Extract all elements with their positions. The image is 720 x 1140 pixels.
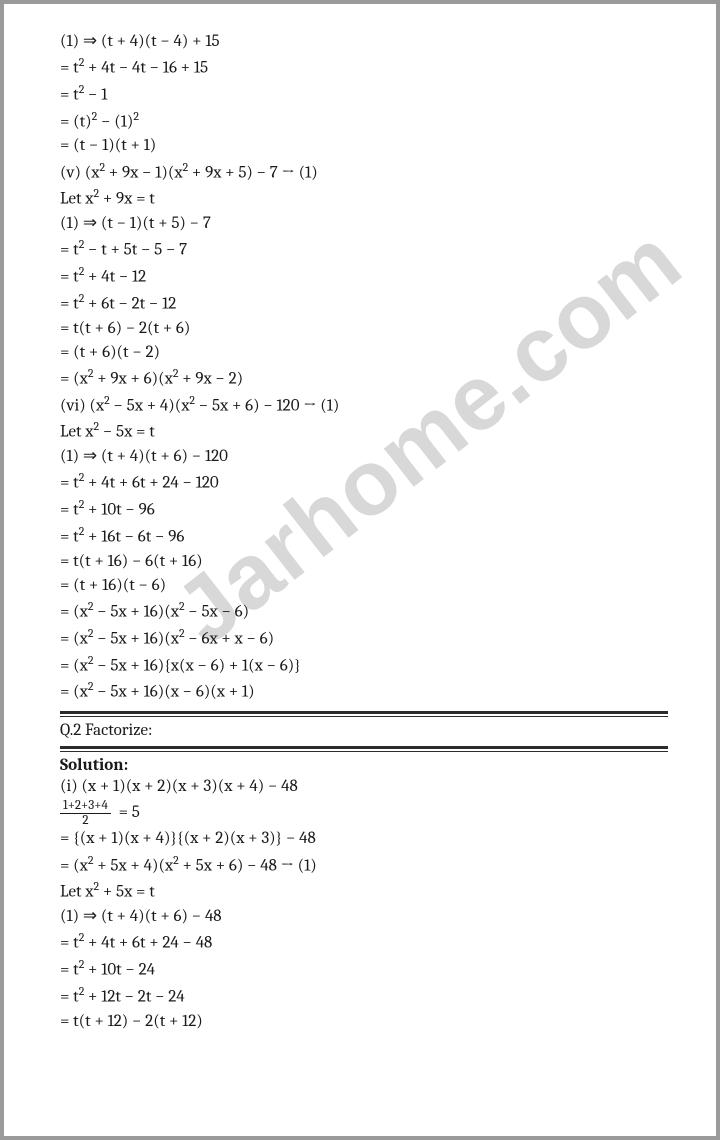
math-line: = t2 + 4t + 6t + 24 − 48 — [60, 929, 668, 956]
math-line: = (x2 − 5x + 16)(x − 6)(x + 1) — [60, 678, 668, 705]
math-block-2a: (i) (x + 1)(x + 2)(x + 3)(x + 4) − 48 — [60, 775, 668, 799]
math-line: (vi) (x2 − 5x + 4)(x2 − 5x + 6) − 120 → … — [60, 392, 668, 419]
math-line: = t(t + 16) − 6(t + 16) — [60, 550, 668, 574]
math-line: (1) ⇒ (t + 4)(t + 6) − 48 — [60, 905, 668, 929]
math-line: = (t + 16)(t − 6) — [60, 574, 668, 598]
math-line: = (x2 − 5x + 16){x(x − 6) + 1(x − 6)} — [60, 652, 668, 679]
fraction-numerator: 1+2+3+4 — [60, 799, 111, 814]
math-line: = (x2 + 9x + 6)(x2 + 9x − 2) — [60, 365, 668, 392]
math-line: = (x2 − 5x + 16)(x2 − 5x − 6) — [60, 598, 668, 625]
math-line: = t2 + 10t − 96 — [60, 496, 668, 523]
fraction-denominator: 2 — [60, 814, 111, 828]
math-block-1: (1) ⇒ (t + 4)(t − 4) + 15= t2 + 4t − 4t … — [60, 30, 668, 705]
math-block-2b: = {(x + 1)(x + 4)}{(x + 2)(x + 3)} − 48=… — [60, 827, 668, 1033]
math-line: = t2 + 12t − 2t − 24 — [60, 983, 668, 1010]
solution-label: Solution: — [60, 756, 668, 775]
math-line: Let x2 + 9x = t — [60, 185, 668, 212]
math-line: (1) ⇒ (t + 4)(t + 6) − 120 — [60, 445, 668, 469]
math-line: = t2 + 10t − 24 — [60, 956, 668, 983]
math-line: Let x2 − 5x = t — [60, 418, 668, 445]
math-line: Let x2 + 5x = t — [60, 878, 668, 905]
math-line: (1) ⇒ (t + 4)(t − 4) + 15 — [60, 30, 668, 54]
math-line: = t(t + 12) − 2(t + 12) — [60, 1010, 668, 1034]
math-line: = t2 − t + 5t − 5 − 7 — [60, 236, 668, 263]
math-line: = t2 − 1 — [60, 81, 668, 108]
math-line: = {(x + 1)(x + 4)}{(x + 2)(x + 3)} − 48 — [60, 827, 668, 851]
math-line: = (x2 − 5x + 16)(x2 − 6x + x − 6) — [60, 625, 668, 652]
page-content: (1) ⇒ (t + 4)(t − 4) + 15= t2 + 4t − 4t … — [4, 4, 716, 1054]
math-line: = t2 + 6t − 2t − 12 — [60, 290, 668, 317]
math-line: (i) (x + 1)(x + 2)(x + 3)(x + 4) − 48 — [60, 775, 668, 799]
divider-light-2 — [60, 751, 668, 752]
divider-heavy-1 — [60, 711, 668, 714]
math-line: (1) ⇒ (t − 1)(t + 5) − 7 — [60, 212, 668, 236]
math-line: = t2 + 16t − 6t − 96 — [60, 523, 668, 550]
math-line: = (t − 1)(t + 1) — [60, 134, 668, 158]
question-2-title: Q.2 Factorize: — [60, 721, 668, 740]
math-line: = t2 + 4t + 6t + 24 − 120 — [60, 469, 668, 496]
math-line: = t(t + 6) − 2(t + 6) — [60, 317, 668, 341]
fraction-line: 1+2+3+4 2 = 5 — [60, 799, 668, 827]
divider-light-1 — [60, 716, 668, 717]
math-line: = (t + 6)(t − 2) — [60, 341, 668, 365]
math-line: = t2 + 4t − 12 — [60, 263, 668, 290]
fraction-result: = 5 — [119, 803, 140, 822]
math-line: = t2 + 4t − 4t − 16 + 15 — [60, 54, 668, 81]
math-line: (v) (x2 + 9x − 1)(x2 + 9x + 5) − 7 → (1) — [60, 159, 668, 186]
math-line: = (x2 + 5x + 4)(x2 + 5x + 6) − 48 → (1) — [60, 852, 668, 879]
math-line: = (t)2 − (1)2 — [60, 108, 668, 135]
fraction: 1+2+3+4 2 — [60, 799, 111, 827]
divider-heavy-2 — [60, 746, 668, 749]
